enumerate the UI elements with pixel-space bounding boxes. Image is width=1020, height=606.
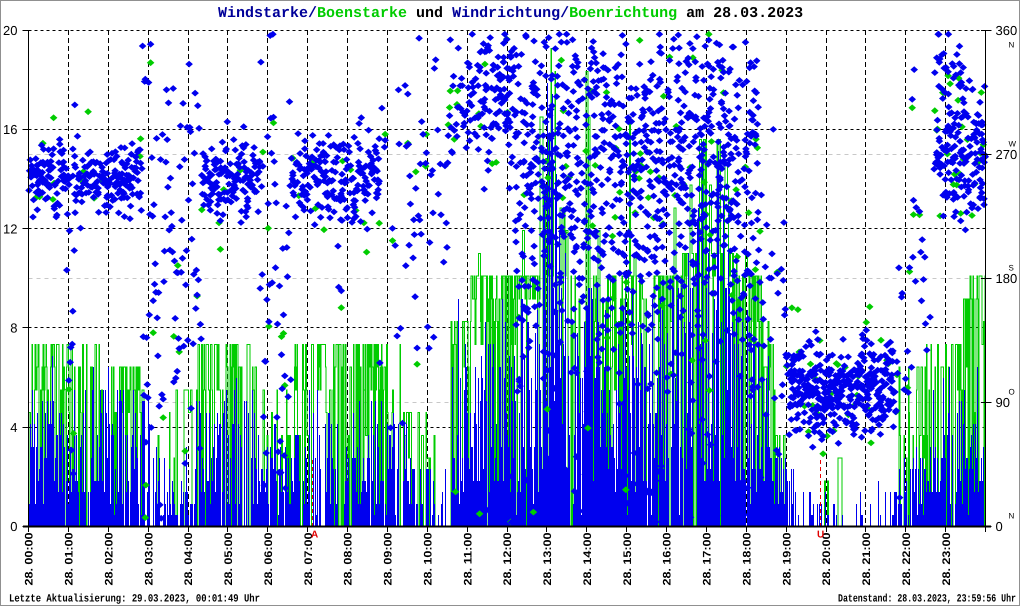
svg-text:Letzte Aktualisierung: 29.03.2: Letzte Aktualisierung: 29.03.2023, 00:01… bbox=[9, 594, 260, 606]
svg-text:20: 20 bbox=[3, 23, 17, 38]
svg-text:16: 16 bbox=[3, 122, 17, 137]
svg-text:28. 01:00: 28. 01:00 bbox=[64, 533, 76, 586]
svg-text:W: W bbox=[1009, 140, 1017, 149]
svg-text:90: 90 bbox=[996, 395, 1010, 410]
svg-text:28. 14:00: 28. 14:00 bbox=[582, 533, 594, 586]
svg-text:28. 23:00: 28. 23:00 bbox=[941, 533, 953, 586]
svg-text:28. 19:00: 28. 19:00 bbox=[781, 533, 793, 586]
svg-text:28. 00:00: 28. 00:00 bbox=[24, 533, 36, 586]
svg-text:28. 22:00: 28. 22:00 bbox=[901, 533, 913, 586]
svg-text:360: 360 bbox=[996, 23, 1018, 38]
svg-text:28. 17:00: 28. 17:00 bbox=[702, 533, 714, 586]
svg-text:28. 04:00: 28. 04:00 bbox=[183, 533, 195, 586]
svg-text:28. 20:00: 28. 20:00 bbox=[821, 533, 833, 586]
svg-text:28. 15:00: 28. 15:00 bbox=[622, 533, 634, 586]
svg-text:S: S bbox=[1009, 264, 1014, 273]
svg-text:U: U bbox=[817, 530, 824, 541]
svg-text:28. 13:00: 28. 13:00 bbox=[542, 533, 554, 586]
svg-text:28. 12:00: 28. 12:00 bbox=[502, 533, 514, 586]
svg-text:0: 0 bbox=[10, 519, 17, 534]
svg-text:Datenstand: 28.03.2023, 23:59: Datenstand: 28.03.2023, 23:59:56 Uhr bbox=[838, 594, 1016, 606]
svg-text:A: A bbox=[311, 530, 318, 541]
svg-text:28. 16:00: 28. 16:00 bbox=[662, 533, 674, 586]
svg-text:28. 18:00: 28. 18:00 bbox=[742, 533, 754, 586]
svg-text:28. 11:00: 28. 11:00 bbox=[462, 533, 474, 586]
svg-text:28. 08:00: 28. 08:00 bbox=[343, 533, 355, 586]
svg-text:Windstarke/Boenstarke und Wind: Windstarke/Boenstarke und Windrichtung/B… bbox=[218, 5, 803, 22]
svg-text:28. 10:00: 28. 10:00 bbox=[422, 533, 434, 586]
svg-text:28. 06:00: 28. 06:00 bbox=[263, 533, 275, 586]
svg-text:28. 07:00: 28. 07:00 bbox=[303, 533, 315, 586]
svg-text:28. 03:00: 28. 03:00 bbox=[143, 533, 155, 586]
svg-text:O: O bbox=[1009, 388, 1015, 397]
svg-text:12: 12 bbox=[3, 221, 17, 236]
svg-text:28. 21:00: 28. 21:00 bbox=[861, 533, 873, 586]
svg-text:N: N bbox=[1009, 40, 1015, 49]
svg-text:28. 09:00: 28. 09:00 bbox=[383, 533, 395, 586]
svg-text:28. 02:00: 28. 02:00 bbox=[104, 533, 116, 586]
svg-text:0: 0 bbox=[996, 519, 1003, 534]
svg-text:N: N bbox=[1009, 512, 1015, 521]
svg-text:4: 4 bbox=[10, 420, 17, 435]
svg-text:8: 8 bbox=[10, 321, 17, 336]
svg-text:28. 05:00: 28. 05:00 bbox=[223, 533, 235, 586]
svg-text:180: 180 bbox=[996, 271, 1018, 286]
svg-text:270: 270 bbox=[996, 147, 1018, 162]
